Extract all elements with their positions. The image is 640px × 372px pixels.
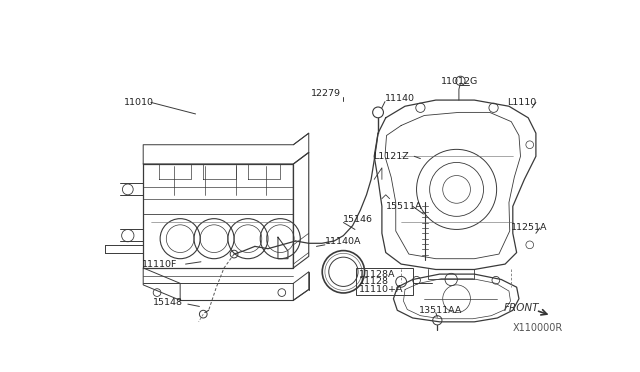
Text: 11128: 11128 (359, 277, 388, 286)
Text: L1121Z: L1121Z (372, 152, 408, 161)
Text: 11110F: 11110F (141, 260, 177, 269)
Text: FRONT: FRONT (504, 303, 539, 313)
Text: 11010: 11010 (124, 98, 154, 107)
Text: 11140: 11140 (385, 94, 415, 103)
Text: L1110: L1110 (508, 98, 537, 107)
Text: X110000R: X110000R (513, 323, 563, 333)
Bar (356, 268, 413, 295)
Text: 11128A: 11128A (359, 270, 396, 279)
Text: 15146: 15146 (344, 215, 373, 224)
Text: 11110+A: 11110+A (359, 285, 403, 294)
Text: 12279: 12279 (311, 89, 341, 99)
Text: 15511A: 15511A (386, 202, 422, 211)
Text: 15148: 15148 (152, 298, 182, 307)
Text: 11140A: 11140A (325, 237, 362, 246)
Text: 11251A: 11251A (511, 224, 548, 232)
Text: 11012G: 11012G (441, 77, 479, 86)
Text: 13511AA: 13511AA (419, 306, 462, 315)
